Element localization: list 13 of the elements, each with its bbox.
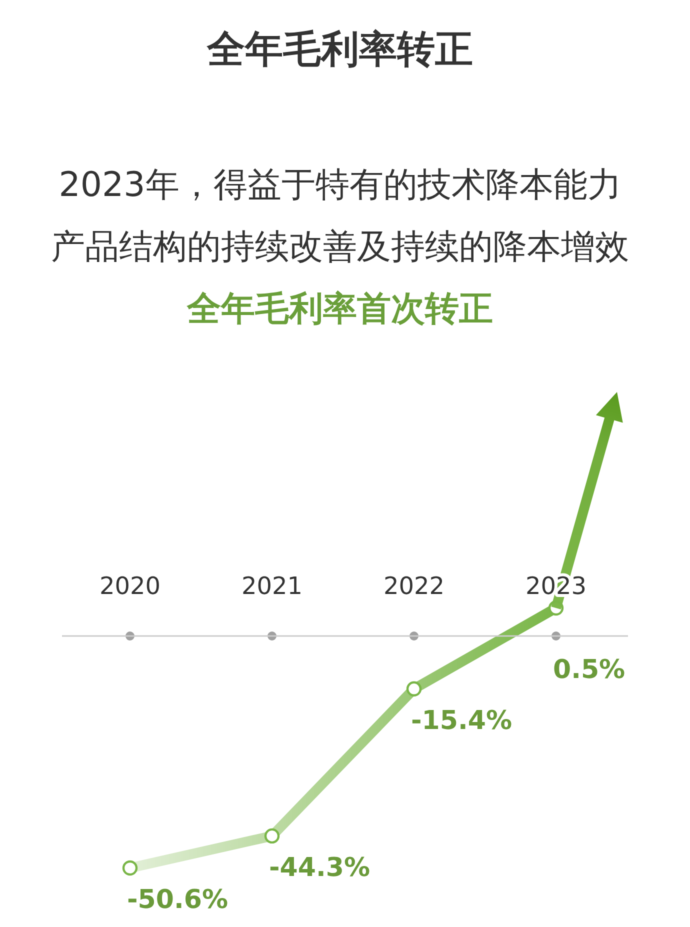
- x-tick-label: 2020: [99, 572, 161, 600]
- data-label: 0.5%: [553, 655, 626, 685]
- point: [264, 828, 280, 844]
- chart-title: 全年毛利率转正: [206, 27, 473, 71]
- point: [406, 681, 422, 696]
- data-label: -50.6%: [127, 885, 228, 915]
- data-label: -15.4%: [411, 706, 512, 736]
- point: [122, 860, 138, 876]
- text: 全年毛利率首次转正: [186, 289, 493, 329]
- x-tick-label: 2022: [383, 572, 445, 600]
- data-label: -44.3%: [269, 852, 370, 883]
- chart-subtitle: 2023年，得益于特有的技术降本能力产品结构的持续改善及持续的降本增效: [51, 165, 629, 267]
- x-tick-label: 2021: [241, 572, 303, 600]
